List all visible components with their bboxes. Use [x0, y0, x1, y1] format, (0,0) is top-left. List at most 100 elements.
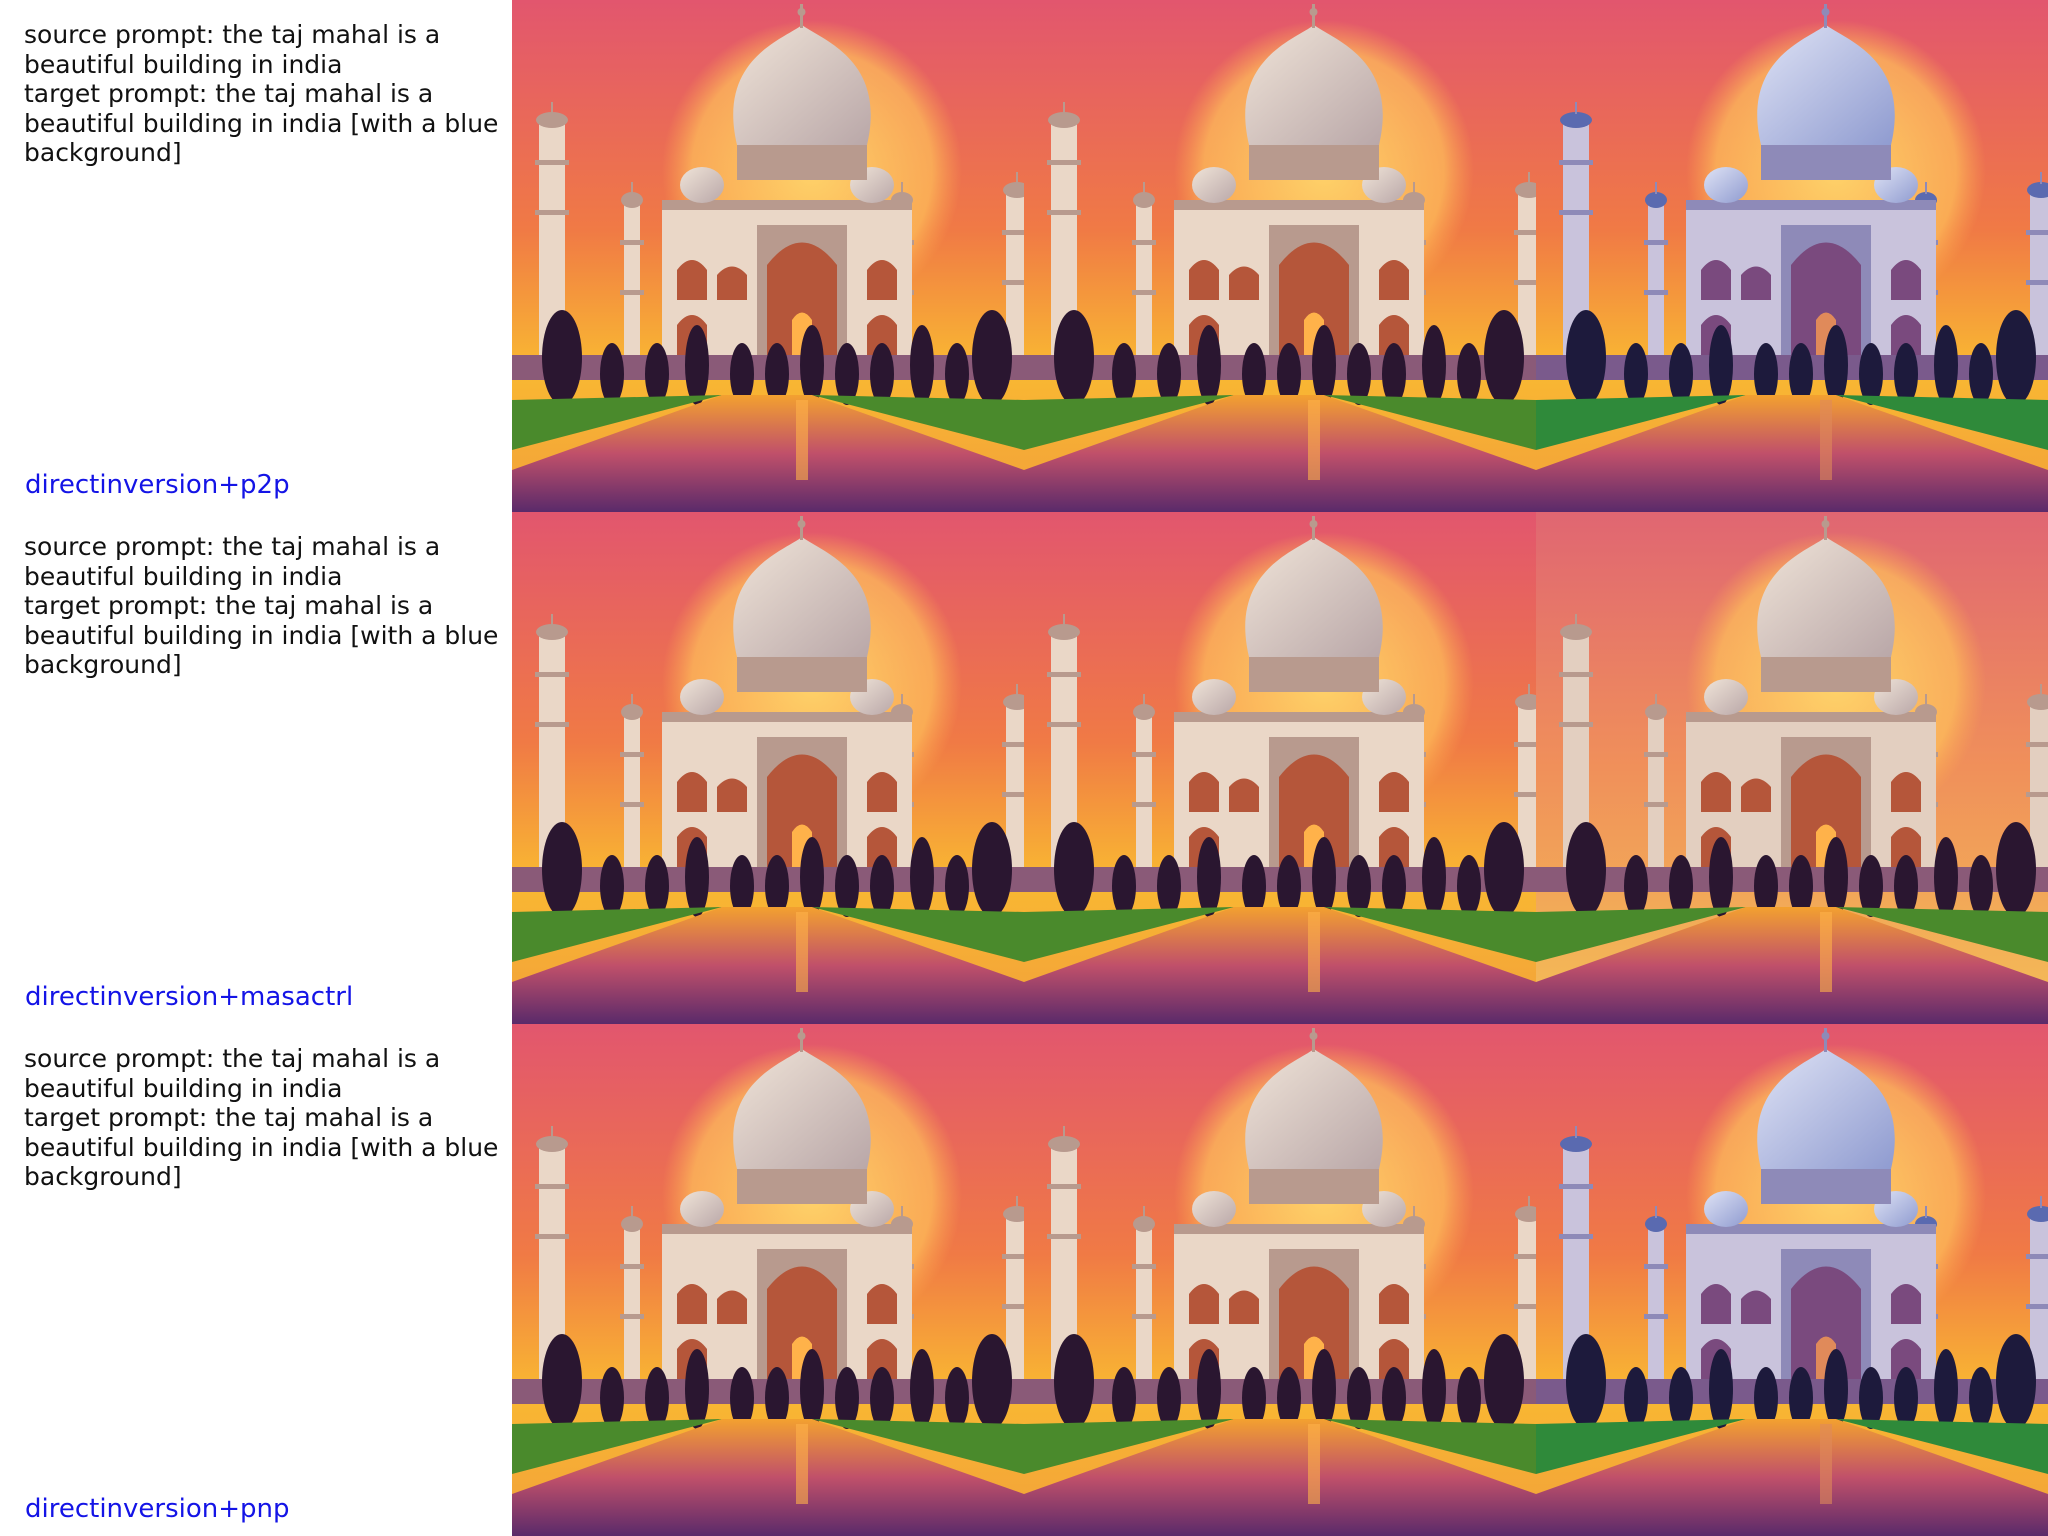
cypress-tree	[1894, 1367, 1918, 1429]
cypress-tree	[1624, 343, 1648, 405]
cypress-tree	[1422, 1349, 1446, 1429]
minaret	[1644, 182, 1668, 360]
cypress-tree	[542, 310, 582, 405]
cypress-tree	[1382, 343, 1406, 405]
cypress-tree	[835, 1367, 859, 1429]
source-prompt: source prompt: the taj mahal is a beauti…	[24, 1044, 441, 1103]
method-label: directinversion+p2p	[25, 470, 290, 500]
cypress-tree	[600, 855, 624, 917]
cypress-tree	[945, 1367, 969, 1429]
cypress-tree	[1754, 343, 1778, 405]
cypress-tree	[1934, 1349, 1958, 1429]
cypress-tree	[730, 343, 754, 405]
cypress-tree	[972, 310, 1012, 405]
minaret	[1644, 694, 1668, 872]
comparison-row: source prompt: the taj mahal is a beauti…	[0, 0, 2048, 512]
cypress-tree	[1934, 837, 1958, 917]
cypress-tree	[1112, 1367, 1136, 1429]
cypress-tree	[1382, 855, 1406, 917]
cypress-tree	[1824, 1349, 1848, 1429]
cypress-tree	[1789, 343, 1813, 405]
cypress-tree	[1624, 1367, 1648, 1429]
cypress-tree	[910, 837, 934, 917]
cypress-tree	[730, 1367, 754, 1429]
reflecting-pool	[1536, 907, 2048, 1024]
cypress-tree	[1347, 343, 1371, 405]
source-prompt: source prompt: the taj mahal is a beauti…	[24, 532, 441, 591]
cypress-tree	[685, 325, 709, 405]
main-dome	[733, 537, 871, 657]
source-image	[512, 1024, 1024, 1536]
cypress-tree	[910, 1349, 934, 1429]
cypress-tree	[645, 855, 669, 917]
reflecting-pool	[1536, 395, 2048, 512]
reflecting-pool	[1024, 395, 1536, 512]
cypress-tree	[1969, 1367, 1993, 1429]
cypress-tree	[685, 837, 709, 917]
cypress-tree	[800, 837, 824, 917]
cypress-tree	[1157, 855, 1181, 917]
cypress-tree	[1969, 343, 1993, 405]
edited-image	[1536, 0, 2048, 512]
method-label: directinversion+pnp	[25, 1494, 290, 1524]
main-dome	[1245, 25, 1383, 145]
minaret	[2026, 1196, 2048, 1384]
minaret	[2026, 172, 2048, 360]
cypress-tree	[1789, 1367, 1813, 1429]
cypress-tree	[1197, 325, 1221, 405]
cypress-tree	[765, 855, 789, 917]
cypress-tree	[765, 343, 789, 405]
taj-mahal-edited-blue-tint-icon	[1536, 1024, 2048, 1536]
target-prompt: target prompt: the taj mahal is a beauti…	[24, 79, 499, 167]
cypress-tree	[542, 1334, 582, 1429]
minaret	[1132, 182, 1156, 360]
taj-mahal-edited-blue-tint-icon	[1536, 0, 2048, 512]
cypress-tree	[1859, 855, 1883, 917]
prompt-text: source prompt: the taj mahal is a beauti…	[24, 1044, 508, 1192]
main-dome	[1757, 25, 1895, 145]
minaret	[1002, 684, 1024, 872]
central-arch	[767, 1266, 837, 1379]
cypress-tree	[645, 343, 669, 405]
cypress-tree	[870, 855, 894, 917]
cypress-tree	[910, 325, 934, 405]
cypress-tree	[1054, 1334, 1094, 1429]
cypress-tree	[1484, 310, 1524, 405]
minaret	[1514, 1196, 1536, 1384]
cypress-tree	[1347, 1367, 1371, 1429]
edited-image	[1536, 1024, 2048, 1536]
cypress-tree	[1859, 343, 1883, 405]
cypress-tree	[1824, 325, 1848, 405]
minaret	[1514, 684, 1536, 872]
cypress-tree	[1157, 1367, 1181, 1429]
cypress-tree	[1859, 1367, 1883, 1429]
cypress-tree	[1566, 1334, 1606, 1429]
cypress-tree	[835, 855, 859, 917]
cypress-tree	[1347, 855, 1371, 917]
reflecting-pool	[512, 395, 1024, 512]
cypress-tree	[600, 343, 624, 405]
main-dome	[1245, 1049, 1383, 1169]
cypress-tree	[1566, 822, 1606, 917]
target-prompt: target prompt: the taj mahal is a beauti…	[24, 591, 499, 679]
prompt-panel: source prompt: the taj mahal is a beauti…	[0, 1024, 512, 1536]
cypress-tree	[1277, 855, 1301, 917]
cypress-tree	[1112, 855, 1136, 917]
minaret	[535, 614, 569, 872]
minaret	[620, 1206, 644, 1384]
cypress-tree	[1484, 1334, 1524, 1429]
central-arch	[1791, 242, 1861, 355]
cypress-tree	[730, 855, 754, 917]
reconstructed-image	[1024, 512, 1536, 1024]
cypress-tree	[1457, 343, 1481, 405]
minaret	[1002, 172, 1024, 360]
cypress-tree	[1709, 1349, 1733, 1429]
cypress-tree	[972, 1334, 1012, 1429]
comparison-row: source prompt: the taj mahal is a beauti…	[0, 1024, 2048, 1536]
cypress-tree	[1934, 325, 1958, 405]
central-arch	[1279, 1266, 1349, 1379]
cypress-tree	[1824, 837, 1848, 917]
cypress-tree	[1054, 822, 1094, 917]
minaret	[1002, 1196, 1024, 1384]
prompt-text: source prompt: the taj mahal is a beauti…	[24, 20, 508, 168]
